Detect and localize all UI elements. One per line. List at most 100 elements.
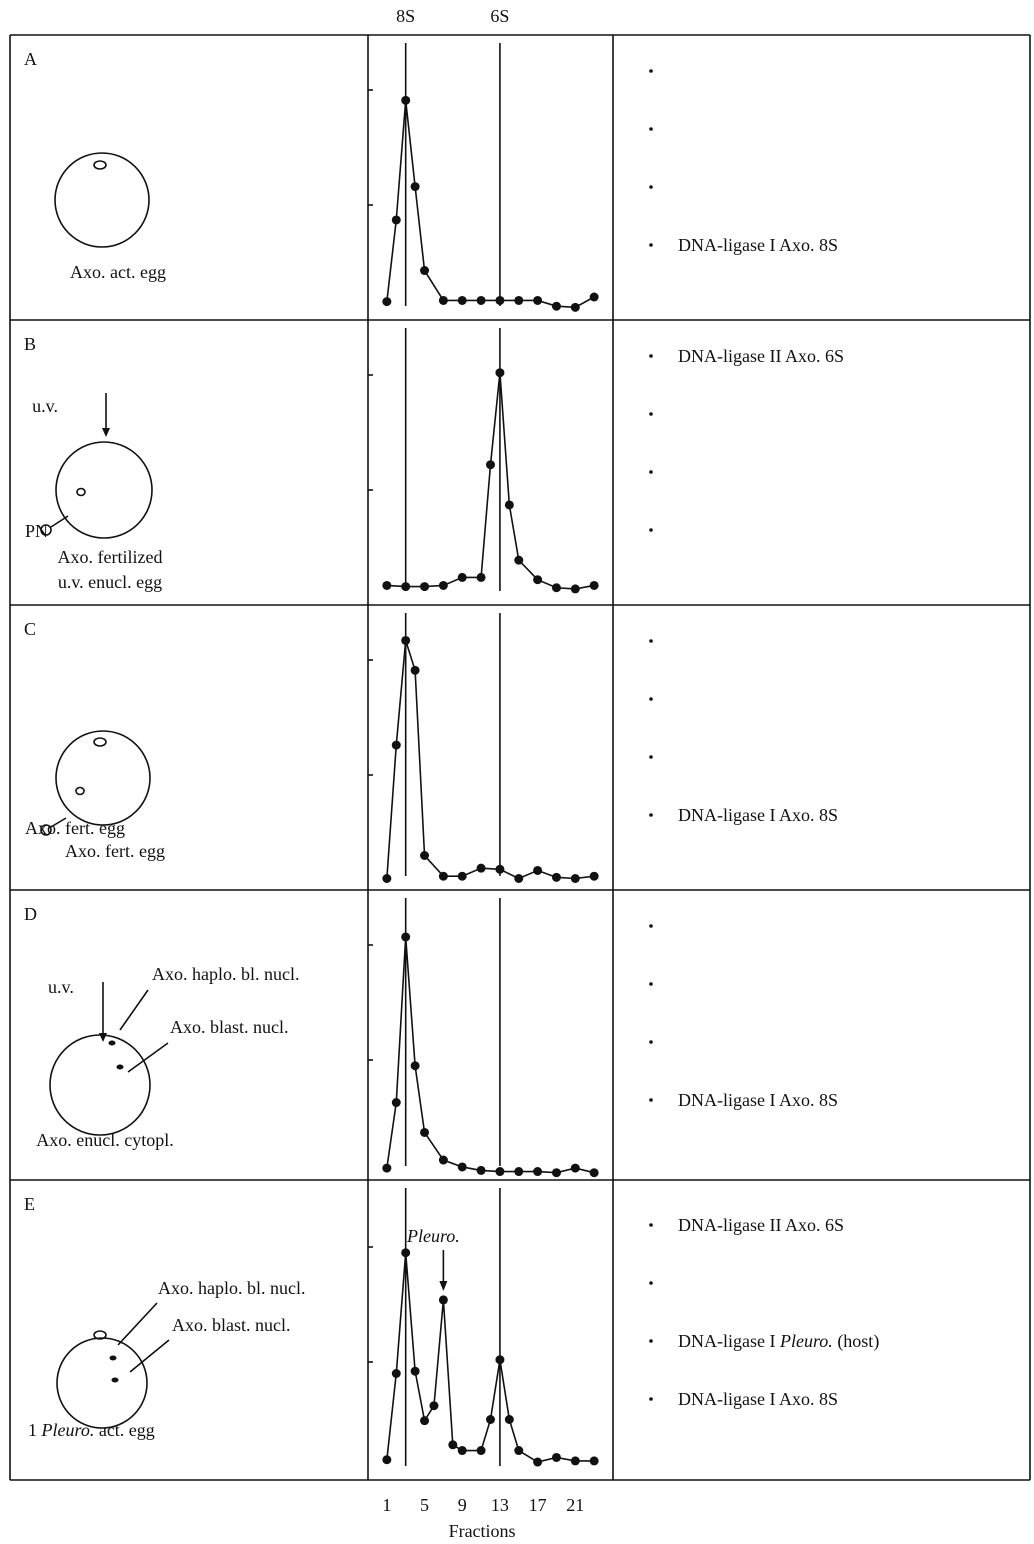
band-dot (649, 1397, 653, 1401)
band-dot (649, 1040, 653, 1044)
data-point (382, 1164, 391, 1173)
data-point (392, 741, 401, 750)
text-run: Pleuro. (779, 1331, 833, 1351)
data-point (533, 866, 542, 875)
diagram-label: Axo. haplo. bl. nucl. (158, 1278, 305, 1298)
band-dot (649, 185, 653, 189)
band-dot (649, 1339, 653, 1343)
background (0, 0, 1034, 1544)
data-point (392, 1098, 401, 1107)
data-point (420, 582, 429, 591)
band-dot (649, 755, 653, 759)
data-point (411, 666, 420, 675)
data-point (552, 1453, 561, 1462)
diagram-label: Axo. act. egg (70, 262, 166, 282)
band-label: DNA-ligase I Axo. 8S (678, 1389, 838, 1409)
panel-label: E (24, 1194, 35, 1214)
data-point (590, 293, 599, 302)
data-point (477, 296, 486, 305)
x-tick-label: 1 (382, 1495, 391, 1515)
data-point (514, 874, 523, 883)
data-point (382, 297, 391, 306)
data-point (429, 1401, 438, 1410)
data-point (420, 1416, 429, 1425)
data-point (486, 1415, 495, 1424)
diagram-label: Axo. blast. nucl. (172, 1315, 291, 1335)
x-tick-label: 13 (491, 1495, 509, 1515)
data-point (439, 872, 448, 881)
data-point (401, 636, 410, 645)
panel-label: D (24, 904, 37, 924)
data-point (571, 1164, 580, 1173)
data-point (448, 1440, 457, 1449)
band-dot (649, 1098, 653, 1102)
data-point (477, 1166, 486, 1175)
panel-label: B (24, 334, 36, 354)
x-tick-label: 21 (566, 1495, 584, 1515)
panel-label: C (24, 619, 36, 639)
data-point (552, 1168, 561, 1177)
diagram-label: Axo. fertilized (58, 547, 163, 567)
data-point (382, 874, 391, 883)
data-point (514, 1167, 523, 1176)
data-point (552, 302, 561, 311)
band-dot (649, 528, 653, 532)
data-point (533, 575, 542, 584)
data-point (495, 368, 504, 377)
band-dot (649, 1281, 653, 1285)
band-dot (649, 1223, 653, 1227)
x-tick-label: 9 (458, 1495, 467, 1515)
data-point (571, 1456, 580, 1465)
band-dot (649, 813, 653, 817)
data-point (514, 1446, 523, 1455)
diagram-label: Axo. fert. egg (65, 841, 165, 861)
data-point (505, 500, 514, 509)
nucleus (112, 1378, 119, 1383)
data-point (571, 303, 580, 312)
data-point (590, 581, 599, 590)
band-label: DNA-ligase II Axo. 6S (678, 346, 844, 366)
data-point (571, 584, 580, 593)
figure: 8S6S159131721FractionsAAxo. act. eggDNA-… (0, 0, 1034, 1544)
data-point (401, 1248, 410, 1257)
data-point (439, 1156, 448, 1165)
diagram-label: Axo. haplo. bl. nucl. (152, 964, 299, 984)
data-point (401, 96, 410, 105)
band-label: DNA-ligase I Axo. 8S (678, 805, 838, 825)
diagram-label: u.v. enucl. egg (58, 572, 162, 592)
band-dot (649, 470, 653, 474)
data-point (590, 1168, 599, 1177)
nucleus (117, 1065, 124, 1070)
data-point (439, 1295, 448, 1304)
data-point (552, 583, 561, 592)
panel-label: A (24, 49, 37, 69)
diagram-label: PN (25, 521, 48, 541)
band-dot (649, 982, 653, 986)
data-point (392, 1369, 401, 1378)
data-point (439, 581, 448, 590)
diagram-label: 1 Pleuro. act. egg (28, 1420, 155, 1440)
data-point (477, 1446, 486, 1455)
text-run: act. egg (94, 1420, 154, 1440)
data-point (477, 573, 486, 582)
diagram-label: u.v. (32, 396, 58, 416)
band-dot (649, 697, 653, 701)
data-point (514, 296, 523, 305)
x-tick-label: 5 (420, 1495, 429, 1515)
data-point (458, 573, 467, 582)
band-dot (649, 354, 653, 358)
band-dot (649, 127, 653, 131)
data-point (533, 296, 542, 305)
data-point (411, 1061, 420, 1070)
band-label: DNA-ligase I Pleuro. (host) (678, 1331, 879, 1352)
data-point (458, 1446, 467, 1455)
data-point (411, 182, 420, 191)
band-dot (649, 639, 653, 643)
data-point (590, 872, 599, 881)
nucleus (110, 1356, 117, 1361)
data-point (458, 296, 467, 305)
data-point (505, 1415, 514, 1424)
data-point (420, 266, 429, 275)
data-point (420, 1128, 429, 1137)
data-point (495, 1355, 504, 1364)
